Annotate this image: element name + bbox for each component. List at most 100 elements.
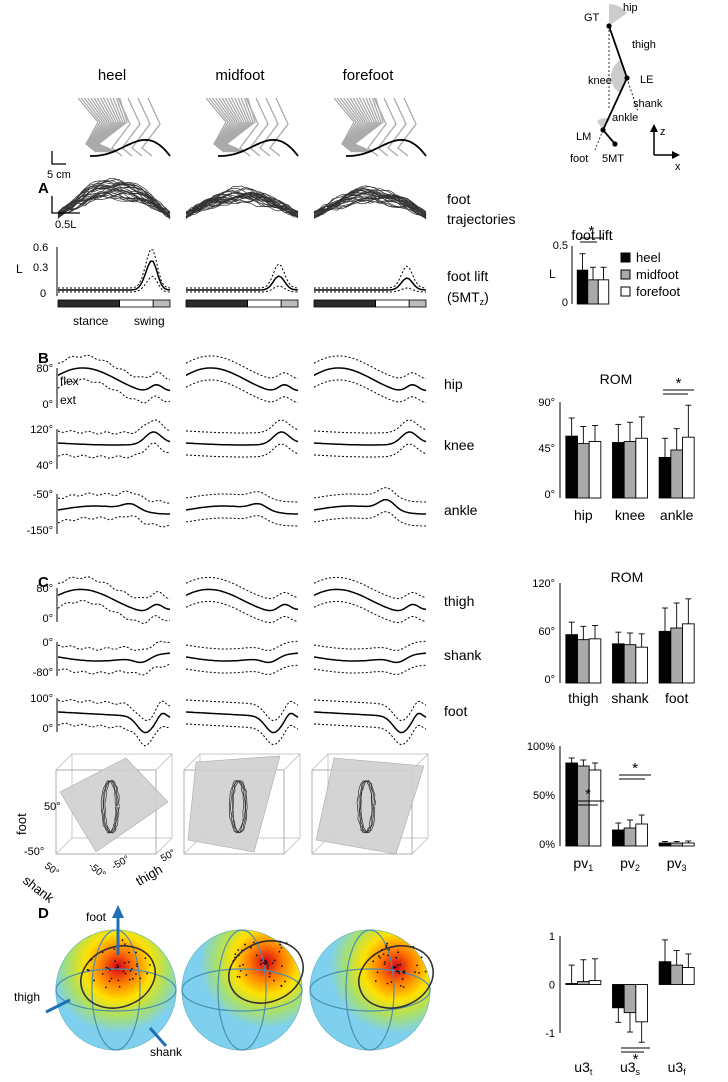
cube-loop-0 — [356, 780, 373, 833]
foot-lift-line-2 — [314, 265, 427, 289]
angle-line-1 — [313, 711, 427, 734]
angle-line-0 — [57, 354, 171, 380]
bar-forefoot-2 — [682, 967, 695, 985]
angle-line-0 — [57, 640, 171, 651]
sample-point-22 — [109, 968, 112, 971]
cube-edge-2 — [55, 837, 73, 855]
sample-point-2 — [113, 948, 116, 951]
rom-segment-category-2: foot — [665, 690, 688, 706]
sample-point-16 — [122, 970, 125, 973]
stick-swing-1 — [377, 97, 397, 157]
angle-line-1 — [313, 588, 427, 612]
sample-point-20 — [398, 972, 401, 975]
rom-joint-sig-star: * — [676, 375, 682, 392]
stick-swing-0 — [239, 97, 259, 157]
foot-lift-axis: 0.6 0.3 0 L — [16, 242, 58, 300]
cube-thigh-tick-50: 50° — [159, 848, 178, 865]
label-x: x — [675, 161, 681, 173]
stick-stance-5 — [345, 97, 367, 153]
panel-letter-a: A — [38, 180, 49, 197]
bar-forefoot-1 — [635, 984, 648, 1023]
bar-forefoot-0 — [588, 638, 602, 684]
bar-heel-1 — [612, 442, 625, 499]
cube-edge-1 — [155, 753, 173, 771]
bar-forefoot-2 — [682, 436, 695, 499]
label-ankle: ankle — [612, 112, 638, 124]
ext-label: ext — [60, 393, 77, 407]
sphere-meridian — [345, 929, 395, 1051]
cube-edge-0 — [183, 753, 201, 771]
foot-lift-line-0 — [58, 275, 171, 293]
sample-point-7 — [139, 977, 142, 980]
joint-row2-forefoot — [313, 487, 426, 527]
angle-line-0 — [57, 419, 171, 435]
stick-stance-1 — [336, 97, 357, 153]
swing-tail-bar — [280, 299, 299, 308]
sphere-equator — [309, 968, 431, 1012]
sample-point-37 — [105, 986, 107, 989]
angle-line-1 — [185, 502, 298, 515]
foot-lift-heel — [57, 248, 171, 308]
sample-point-19 — [273, 959, 276, 962]
segment-row2-heel — [57, 699, 171, 747]
sphere-heel — [55, 929, 177, 1051]
angle-line-0 — [185, 699, 299, 722]
bar-midfoot-2 — [670, 449, 683, 499]
sample-point-36 — [403, 970, 406, 972]
swing-bar — [247, 299, 282, 308]
swing-tail-bar — [408, 299, 427, 308]
cube-edge-0 — [55, 753, 73, 771]
trajectory-line-22 — [185, 192, 299, 215]
trajectory-scale-label: 0.5L — [55, 219, 76, 231]
stick-scale-bar: 5 cm — [47, 151, 71, 181]
stance-bar — [57, 299, 120, 308]
cube-loop-3 — [360, 780, 377, 834]
column-title-heel: heel — [98, 67, 126, 84]
panel-letter-d: D — [38, 905, 49, 922]
label-gt: GT — [584, 12, 600, 24]
sample-point-2 — [420, 956, 423, 959]
cube-tick-50: 50° — [44, 801, 61, 813]
angle-line-1 — [57, 588, 171, 612]
sample-point-7 — [232, 959, 235, 962]
angle-line-2 — [185, 600, 299, 624]
sample-point-31 — [279, 940, 282, 943]
foot-lift-line-0 — [314, 287, 427, 293]
angle-line-2 — [313, 600, 427, 624]
lm-marker — [600, 127, 606, 133]
trajectory-line-11 — [57, 180, 171, 217]
sample-point-13 — [382, 953, 385, 956]
stick-swing-0 — [111, 97, 131, 157]
label-knee: knee — [588, 75, 612, 87]
sample-point-39 — [107, 967, 110, 970]
angle-line-0 — [313, 355, 427, 379]
trajectory-line-22 — [57, 178, 171, 213]
sample-point-25 — [414, 971, 416, 974]
angle-line-1 — [57, 652, 171, 664]
density-contour — [358, 945, 434, 1009]
panel-letter-b: B — [38, 350, 49, 367]
trajectory-line-18 — [185, 193, 299, 217]
sample-point-25 — [249, 946, 252, 949]
le-marker — [624, 75, 630, 81]
u3-sig-star: * — [633, 1051, 639, 1068]
cube-loop-3 — [104, 779, 120, 834]
u3-subscript-2: f — [683, 1067, 686, 1077]
bar-midfoot-2 — [670, 627, 683, 684]
swing-tail-bar — [152, 299, 171, 308]
bar-heel-0 — [565, 435, 578, 499]
bar-heel-0 — [565, 983, 578, 985]
sphere-thigh-label: thigh — [14, 990, 40, 1004]
bar-midfoot-1 — [623, 984, 637, 1014]
angle-line-2 — [57, 663, 171, 676]
lift-tick-0-6: 0.6 — [33, 242, 48, 254]
sample-point-28 — [244, 943, 246, 946]
row-labels: 80° 0° hip 120° 40° knee -50° -150° ankle flex ext… — [27, 363, 483, 735]
u3-subscript-1: s — [636, 1067, 641, 1077]
sample-point-15 — [402, 971, 405, 973]
sample-point-11 — [379, 956, 381, 959]
sample-point-27 — [402, 986, 405, 988]
rom-segment-tick-1: 60° — [538, 626, 555, 638]
sample-point-16 — [397, 970, 400, 973]
sample-point-17 — [273, 979, 275, 982]
